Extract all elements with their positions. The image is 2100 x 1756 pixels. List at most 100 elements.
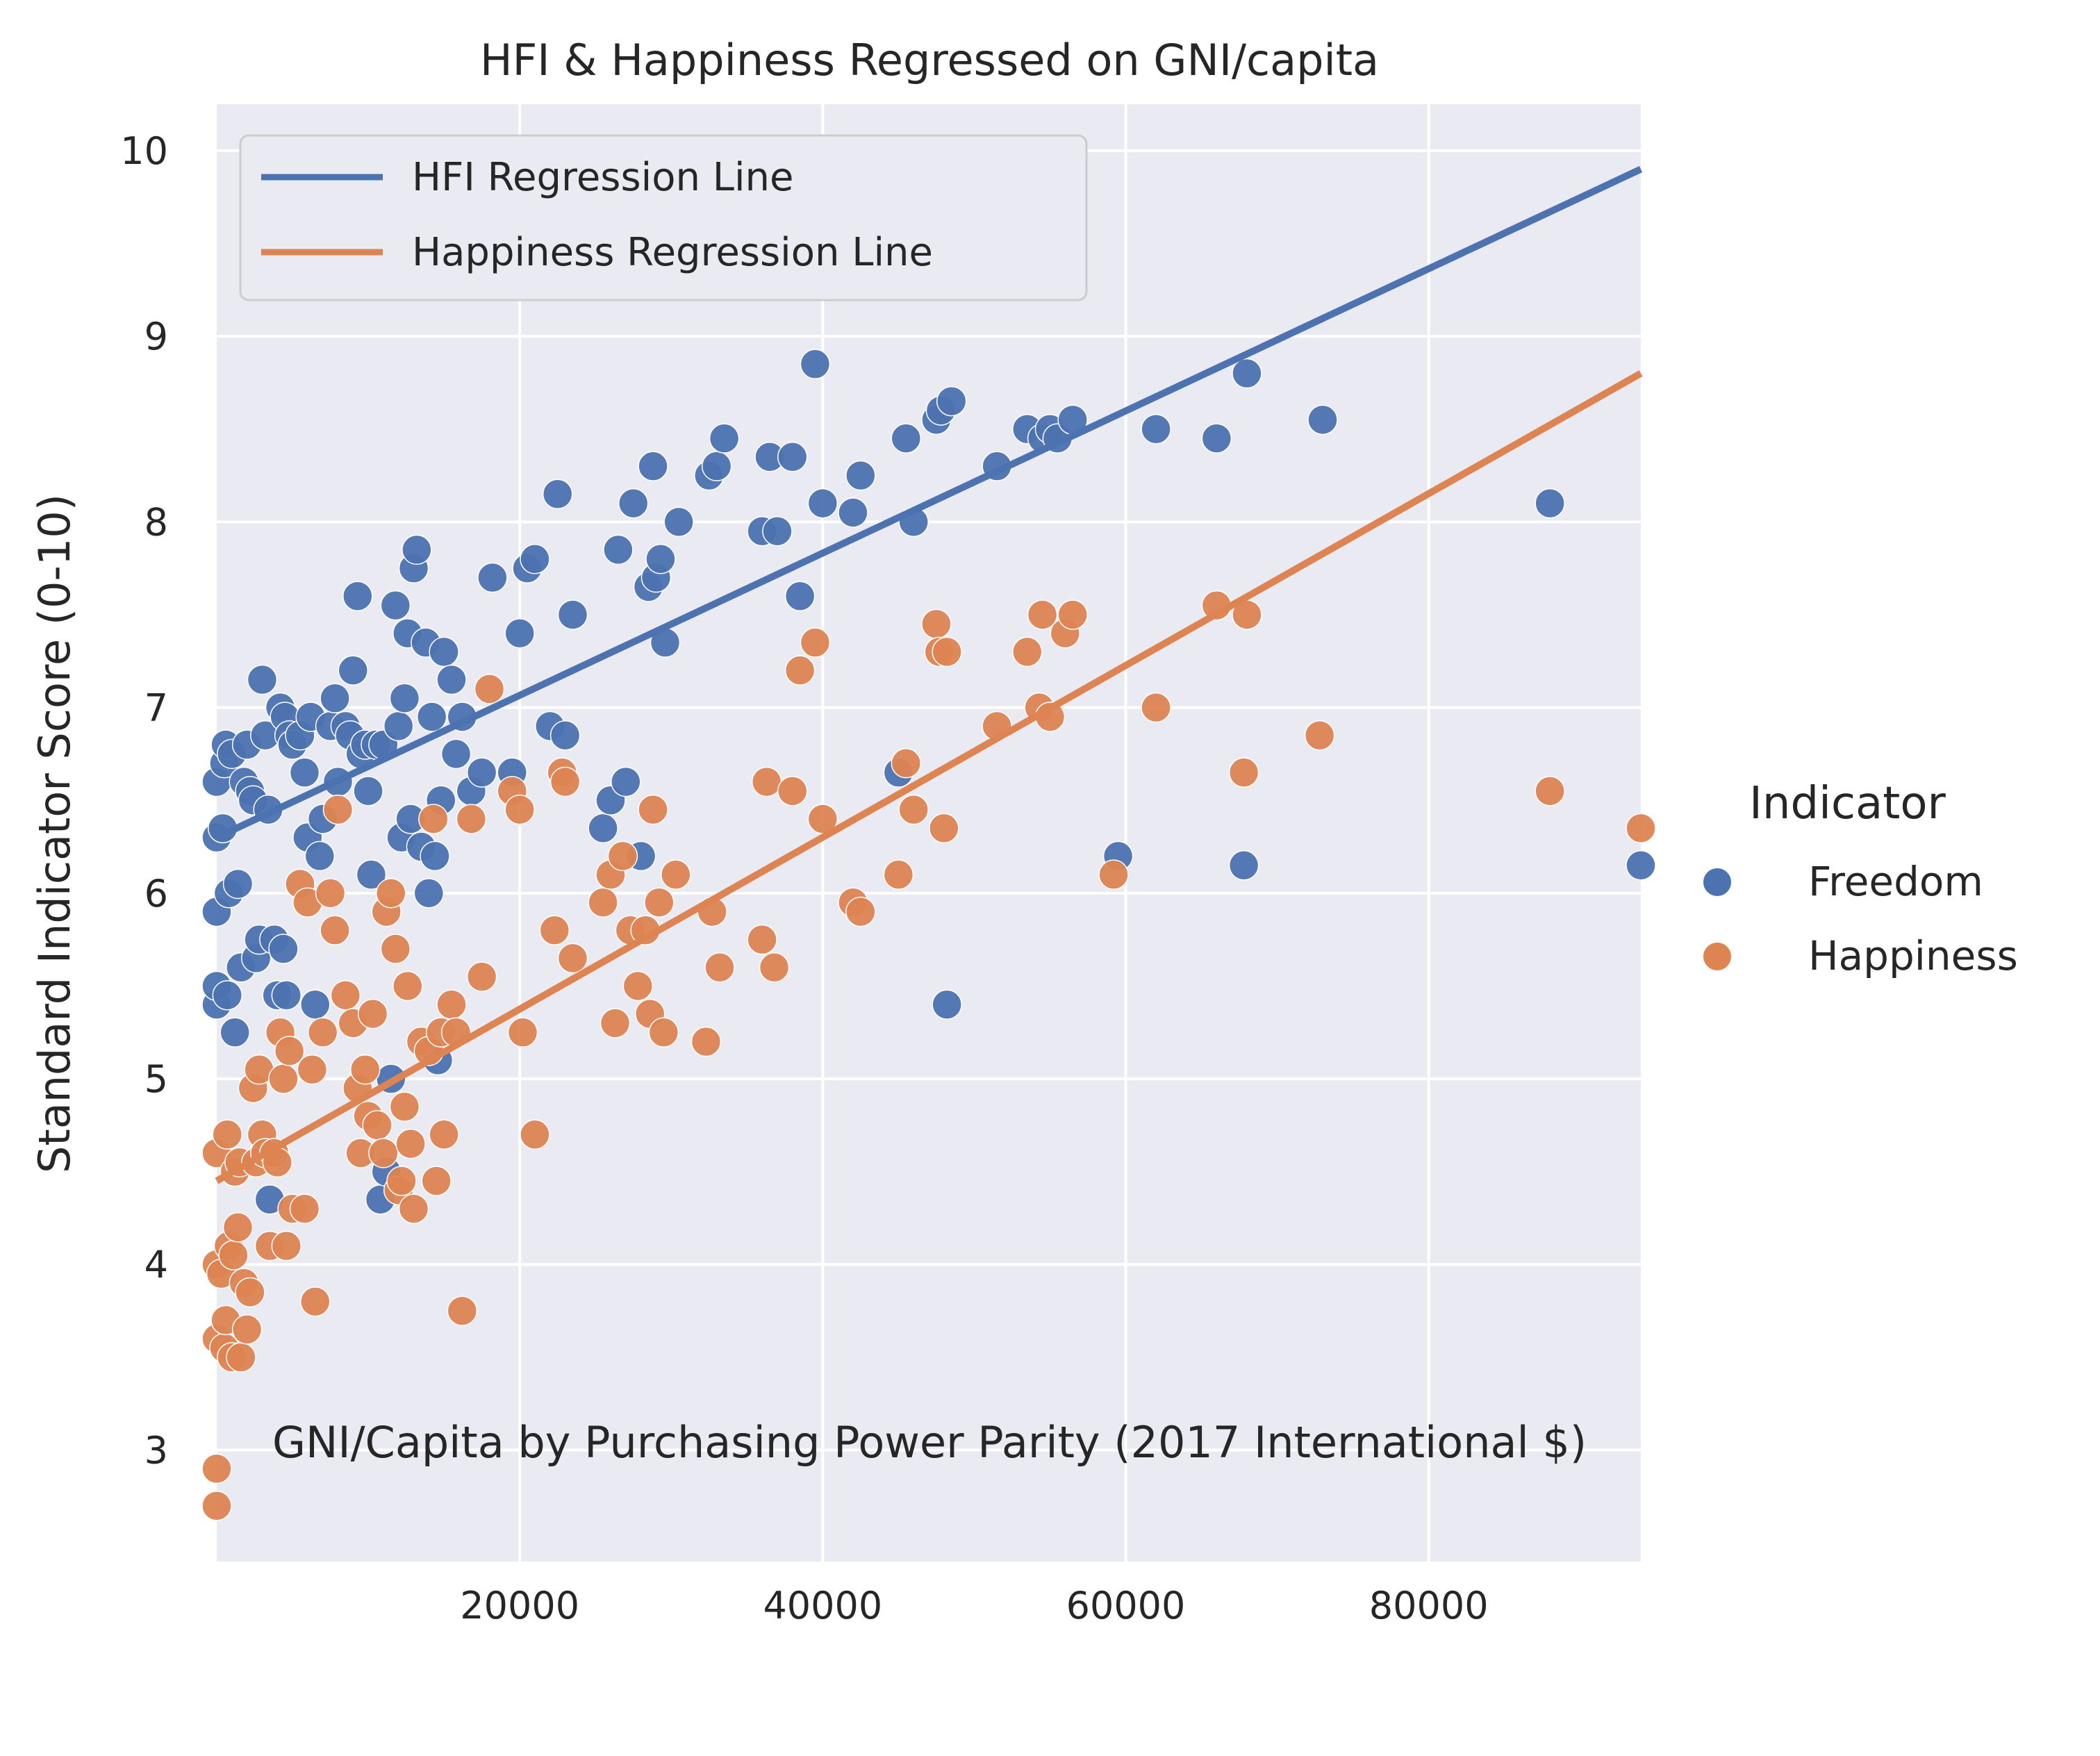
data-point-happiness: [362, 1110, 392, 1141]
data-point-freedom: [436, 664, 467, 695]
data-point-freedom: [300, 989, 331, 1020]
data-point-happiness: [1057, 599, 1088, 630]
y-tick-label: 5: [144, 1057, 168, 1101]
data-point-freedom: [477, 562, 508, 593]
data-point-freedom: [440, 738, 472, 770]
data-point-happiness: [212, 1119, 243, 1150]
data-point-happiness: [600, 1008, 631, 1038]
data-point-happiness: [201, 1453, 232, 1484]
data-point-happiness: [395, 1128, 426, 1159]
data-point-freedom: [845, 460, 876, 491]
data-point-happiness: [231, 1314, 263, 1345]
data-point-freedom: [320, 683, 350, 713]
data-point-happiness: [588, 887, 618, 918]
x-axis-ticks: 20000 40000 60000 80000: [460, 1584, 1488, 1627]
data-point-freedom: [383, 711, 414, 742]
data-point-happiness: [322, 794, 354, 825]
data-point-happiness: [330, 980, 361, 1011]
x-axis-label: GNI/Capita by Purchasing Power Parity (2…: [272, 1417, 1587, 1468]
data-point-freedom: [807, 488, 838, 519]
data-point-freedom: [271, 980, 302, 1011]
data-point-freedom: [1626, 850, 1656, 881]
data-point-happiness: [520, 1119, 550, 1150]
data-point-happiness: [320, 915, 350, 946]
data-point-freedom: [338, 655, 369, 686]
data-point-freedom: [389, 683, 420, 713]
data-point-freedom: [504, 618, 535, 649]
y-tick-label: 4: [144, 1243, 168, 1286]
data-point-happiness: [1228, 757, 1259, 788]
data-point-happiness: [289, 1193, 320, 1224]
data-point-freedom: [936, 386, 967, 417]
data-point-freedom: [304, 840, 336, 872]
data-point-freedom: [520, 544, 550, 574]
data-point-happiness: [549, 766, 581, 797]
data-point-happiness: [751, 766, 782, 797]
line-legend: HFI Regression Line Happiness Regression…: [239, 134, 1088, 301]
data-point-freedom: [222, 868, 254, 900]
data-point-freedom: [416, 702, 447, 732]
data-point-happiness: [784, 655, 816, 686]
data-point-happiness: [380, 934, 411, 964]
data-point-happiness: [638, 794, 668, 825]
data-point-happiness: [274, 1036, 305, 1066]
regression-lines: [215, 166, 1643, 1184]
data-point-freedom: [800, 349, 831, 379]
data-point-freedom: [603, 534, 634, 565]
data-point-happiness: [300, 1286, 331, 1317]
data-point-freedom: [342, 581, 373, 611]
data-point-freedom: [638, 451, 668, 481]
data-point-freedom: [1228, 850, 1259, 881]
data-point-happiness: [1535, 776, 1565, 806]
data-point-freedom: [1535, 488, 1565, 519]
data-point-happiness: [474, 674, 505, 704]
data-point-freedom: [429, 636, 459, 668]
data-point-freedom: [380, 590, 411, 621]
y-tick-label: 7: [144, 686, 168, 730]
data-point-freedom: [838, 497, 868, 528]
data-point-happiness: [691, 1026, 722, 1057]
data-point-happiness: [466, 961, 497, 992]
data-point-happiness: [747, 924, 777, 955]
data-point-freedom: [891, 423, 922, 454]
data-point-freedom: [709, 423, 740, 454]
scatter-points: [201, 349, 1656, 1521]
data-point-happiness: [557, 943, 588, 974]
data-point-happiness: [648, 1017, 679, 1048]
data-point-happiness: [1304, 720, 1335, 751]
y-tick-label: 10: [120, 129, 168, 173]
data-point-happiness: [622, 970, 654, 1002]
data-point-freedom: [247, 664, 278, 695]
data-point-freedom: [1307, 404, 1338, 436]
regression-line-happiness: [215, 370, 1643, 1184]
data-point-happiness: [222, 1212, 254, 1243]
data-point-happiness: [504, 794, 535, 825]
x-tick-label: 20000: [460, 1584, 579, 1627]
data-point-freedom: [784, 581, 816, 611]
data-point-happiness: [929, 813, 959, 844]
data-point-happiness: [421, 1166, 452, 1196]
data-point-happiness: [297, 1054, 328, 1085]
data-point-happiness: [447, 1295, 478, 1326]
data-point-happiness: [1098, 859, 1129, 890]
hue-legend-label-happiness: Happiness: [1808, 932, 2018, 979]
data-point-happiness: [759, 952, 790, 983]
data-point-freedom: [618, 488, 649, 519]
data-point-freedom: [588, 813, 618, 844]
data-point-freedom: [413, 878, 445, 909]
data-point-happiness: [436, 989, 467, 1020]
data-point-happiness: [507, 1017, 538, 1048]
data-point-freedom: [289, 757, 320, 788]
data-point-happiness: [349, 1054, 381, 1085]
data-point-freedom: [466, 757, 497, 788]
data-point-happiness: [883, 859, 914, 890]
data-point-happiness: [1626, 813, 1656, 844]
data-point-happiness: [456, 804, 487, 834]
data-point-freedom: [1232, 358, 1262, 389]
y-tick-label: 3: [144, 1429, 168, 1473]
data-point-happiness: [218, 1240, 249, 1270]
data-point-happiness: [800, 627, 831, 658]
data-point-happiness: [644, 887, 675, 918]
hue-legend-label-freedom: Freedom: [1808, 858, 1983, 905]
